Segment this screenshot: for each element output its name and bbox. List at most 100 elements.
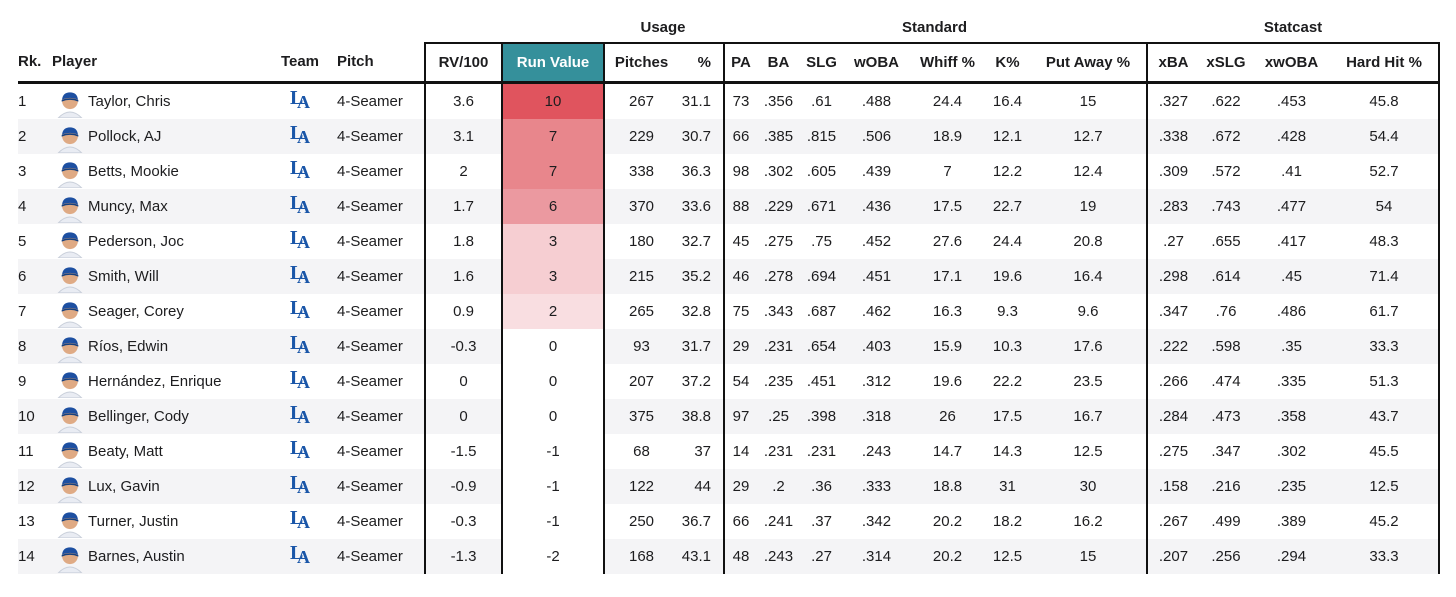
group-spacer — [18, 12, 603, 42]
col-header-ba[interactable]: BA — [757, 42, 800, 84]
whiff-pct-cell: 20.2 — [932, 548, 963, 565]
xslg-cell: .76 — [1215, 303, 1237, 320]
player-avatar — [52, 539, 88, 574]
column-header-row: Rk. Player Team Pitch RV/100 Run Value P… — [18, 42, 1440, 84]
slg-cell: .36 — [811, 478, 832, 495]
col-header-pitch[interactable]: Pitch — [330, 42, 424, 84]
hardhit-pct-cell: 54 — [1330, 189, 1440, 224]
player-name[interactable]: Betts, Mookie — [88, 163, 179, 180]
col-header-rv100[interactable]: RV/100 — [424, 42, 501, 84]
col-header-player[interactable]: Player — [52, 42, 270, 84]
xwoba-cell: .35 — [1281, 338, 1302, 355]
k-pct-cell: 16.4 — [992, 93, 1023, 110]
col-header-woba[interactable]: wOBA — [843, 42, 910, 84]
rv100-cell: -1.5 — [424, 434, 501, 469]
rv100-cell: -1.3 — [424, 539, 501, 574]
hardhit-pct-cell: 61.7 — [1330, 294, 1440, 329]
woba-cell: .439 — [861, 163, 892, 180]
table-row: 10 Bellinger, Cody L A 4-Seamer 0 0 375 38.8 97.2… — [18, 399, 1440, 434]
table-row: 3 Betts, Mookie L A 4-Seamer 2 7 338 36.3 98.302.… — [18, 154, 1440, 189]
col-header-pa[interactable]: PA — [723, 42, 757, 84]
k-pct-cell: 18.2 — [992, 513, 1023, 530]
hardhit-pct-cell: 45.2 — [1330, 504, 1440, 539]
col-header-usage-pct[interactable]: % — [678, 42, 723, 84]
group-header-statcast: Statcast — [1263, 18, 1323, 36]
rank-cell: 5 — [18, 233, 27, 250]
table-body: 1 Taylor, Chris L A 4-Seamer 3.6 10 267 31.1 73.3… — [18, 84, 1440, 574]
usage-pct-cell: 33.6 — [681, 198, 711, 215]
rank-cell: 8 — [18, 338, 27, 355]
xba-cell: .327 — [1146, 84, 1199, 119]
pitch-type-cell: 4-Seamer — [337, 548, 403, 565]
k-pct-cell: 31 — [999, 478, 1016, 495]
run-value-cell: 3 — [501, 224, 603, 259]
player-name[interactable]: Muncy, Max — [88, 198, 168, 215]
usage-pct-cell: 32.8 — [681, 303, 711, 320]
player-name[interactable]: Pollock, AJ — [88, 128, 162, 145]
slg-cell: .75 — [811, 233, 832, 250]
player-name[interactable]: Ríos, Edwin — [88, 338, 169, 355]
xwoba-cell: .45 — [1281, 268, 1302, 285]
player-name[interactable]: Smith, Will — [88, 268, 159, 285]
pitch-type-cell: 4-Seamer — [337, 478, 403, 495]
xwoba-cell: .358 — [1276, 408, 1307, 425]
k-pct-cell: 22.2 — [992, 373, 1023, 390]
k-pct-cell: 22.7 — [992, 198, 1023, 215]
col-header-hardhit[interactable]: Hard Hit % — [1330, 42, 1440, 84]
pa-cell: 54 — [723, 364, 757, 399]
pitches-cell: 68 — [603, 434, 678, 469]
pitch-type-cell: 4-Seamer — [337, 303, 403, 320]
pa-cell: 73 — [723, 84, 757, 119]
run-value-cell: -1 — [501, 469, 603, 504]
whiff-pct-cell: 15.9 — [932, 338, 963, 355]
pitches-cell: 180 — [603, 224, 678, 259]
col-header-rank[interactable]: Rk. — [18, 42, 52, 84]
player-name[interactable]: Taylor, Chris — [88, 93, 171, 110]
hardhit-pct-cell: 45.8 — [1330, 84, 1440, 119]
player-name[interactable]: Seager, Corey — [88, 303, 184, 320]
hardhit-pct-cell: 52.7 — [1330, 154, 1440, 189]
xslg-cell: .499 — [1211, 513, 1241, 530]
player-name[interactable]: Turner, Justin — [88, 513, 179, 530]
whiff-pct-cell: 18.9 — [932, 128, 963, 145]
putaway-pct-cell: 15 — [1079, 548, 1097, 565]
col-header-pitches[interactable]: Pitches — [603, 42, 678, 84]
col-header-team[interactable]: Team — [270, 42, 330, 84]
run-value-cell: 3 — [501, 259, 603, 294]
rv100-cell: -0.3 — [424, 329, 501, 364]
player-name[interactable]: Barnes, Austin — [88, 548, 185, 565]
woba-cell: .243 — [861, 443, 892, 460]
player-name[interactable]: Pederson, Joc — [88, 233, 184, 250]
col-header-xwoba[interactable]: xwOBA — [1253, 42, 1330, 84]
whiff-pct-cell: 16.3 — [932, 303, 963, 320]
xba-cell: .27 — [1146, 224, 1199, 259]
col-header-k[interactable]: K% — [985, 42, 1030, 84]
col-header-putaway[interactable]: Put Away % — [1030, 42, 1146, 84]
slg-cell: .605 — [806, 163, 837, 180]
col-header-run-value[interactable]: Run Value — [501, 42, 603, 84]
xba-cell: .266 — [1146, 364, 1199, 399]
rv100-cell: 2 — [424, 154, 501, 189]
usage-pct-cell: 32.7 — [681, 233, 711, 250]
player-avatar — [52, 364, 88, 399]
player-name[interactable]: Lux, Gavin — [88, 478, 160, 495]
col-header-xba[interactable]: xBA — [1146, 42, 1199, 84]
player-name[interactable]: Beaty, Matt — [88, 443, 163, 460]
player-avatar — [52, 259, 88, 294]
xslg-cell: .473 — [1211, 408, 1241, 425]
player-name[interactable]: Bellinger, Cody — [88, 408, 189, 425]
table-row: 8 Ríos, Edwin L A 4-Seamer -0.3 0 93 31.7 29 .231.… — [18, 329, 1440, 364]
xwoba-cell: .41 — [1281, 163, 1302, 180]
col-header-xslg[interactable]: xSLG — [1199, 42, 1253, 84]
player-name[interactable]: Hernández, Enrique — [88, 373, 222, 390]
pitches-cell: 229 — [603, 119, 678, 154]
col-header-whiff[interactable]: Whiff % — [910, 42, 985, 84]
ba-cell: .2 — [772, 478, 785, 495]
col-header-slg[interactable]: SLG — [800, 42, 843, 84]
rank-cell: 6 — [18, 268, 27, 285]
